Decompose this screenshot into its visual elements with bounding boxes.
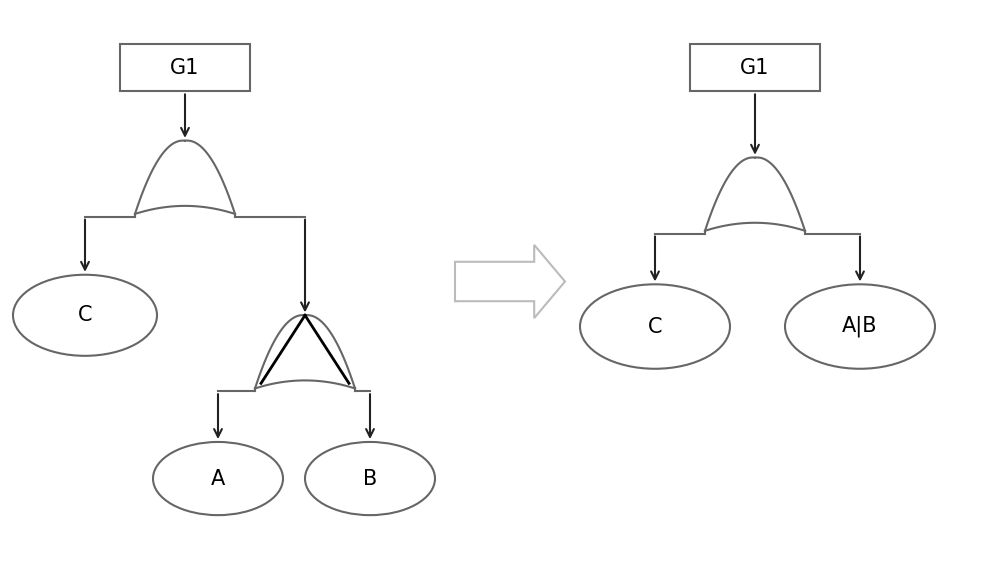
Text: A|B: A|B bbox=[842, 316, 878, 337]
Text: A: A bbox=[211, 468, 225, 489]
Circle shape bbox=[305, 442, 435, 515]
Circle shape bbox=[13, 275, 157, 356]
Text: C: C bbox=[78, 305, 92, 325]
Text: G1: G1 bbox=[740, 57, 770, 78]
Text: C: C bbox=[648, 316, 662, 337]
Circle shape bbox=[785, 284, 935, 369]
Circle shape bbox=[580, 284, 730, 369]
Polygon shape bbox=[455, 245, 565, 318]
FancyBboxPatch shape bbox=[120, 44, 250, 91]
FancyBboxPatch shape bbox=[690, 44, 820, 91]
Text: B: B bbox=[363, 468, 377, 489]
Circle shape bbox=[153, 442, 283, 515]
Text: G1: G1 bbox=[170, 57, 200, 78]
